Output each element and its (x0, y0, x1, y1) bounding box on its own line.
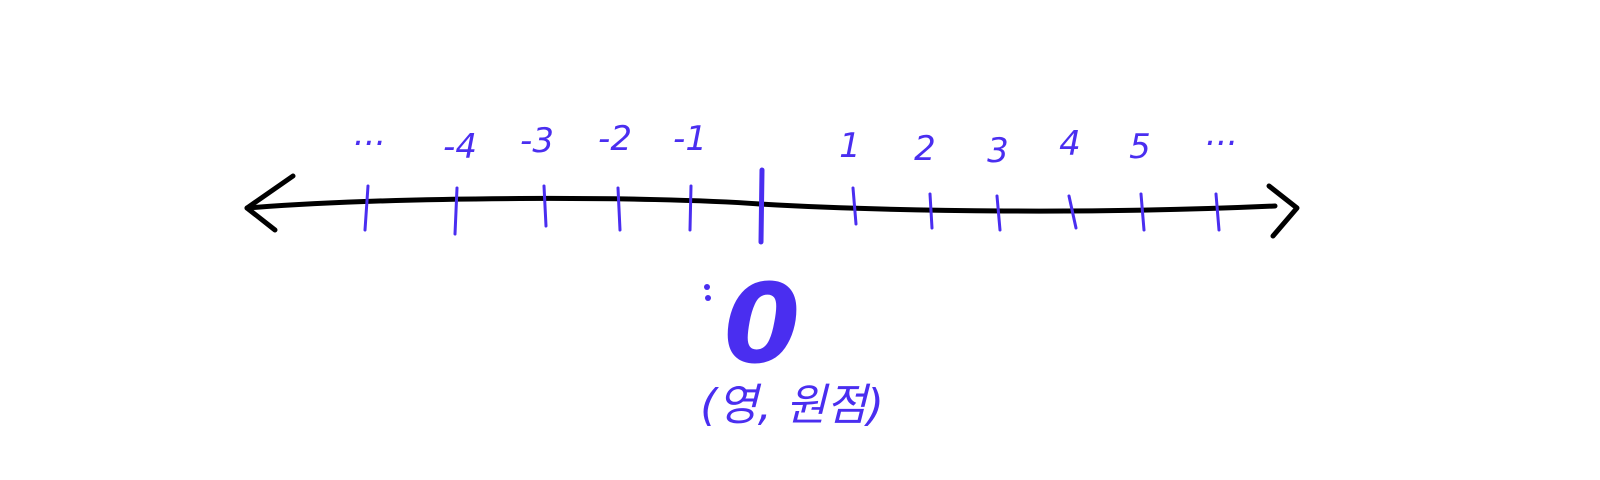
label-plus-1: 1 (839, 126, 861, 166)
origin-dots (704, 284, 711, 301)
label-plus-5: 5 (1129, 127, 1151, 167)
tick-minus-3 (542, 184, 548, 228)
tick-minus-2 (616, 186, 622, 232)
tick-plus-3 (995, 194, 1002, 232)
tick-minus-1 (688, 184, 693, 232)
label-minus-4: -4 (443, 127, 477, 167)
tick-right-ellipsis (1214, 192, 1221, 232)
tick-plus-2 (928, 192, 934, 230)
label-minus-3: -3 (520, 121, 554, 161)
origin-note: (영, 원점) (700, 380, 884, 431)
label-minus-1: -1 (673, 119, 707, 159)
label-plus-3: 3 (987, 131, 1009, 171)
label-left-ellipsis: ... (354, 114, 386, 154)
tick-plus-4 (1067, 194, 1078, 230)
tick-labels: ... -4 -3 -2 -1 1 2 3 4 5 ... (354, 114, 1238, 171)
left-arrow-icon (244, 173, 296, 233)
label-minus-2: -2 (598, 119, 632, 159)
label-plus-4: 4 (1059, 124, 1081, 164)
label-right-ellipsis: ... (1206, 114, 1238, 154)
tick-left-ellipsis (363, 184, 370, 232)
tick-origin (758, 167, 765, 245)
tick-minus-4 (453, 186, 459, 236)
ticks-negative (363, 184, 693, 236)
tick-plus-5 (1139, 192, 1146, 232)
right-arrow-icon (1266, 183, 1300, 239)
ticks-positive (851, 186, 1221, 232)
origin-label: 0 (724, 260, 801, 388)
tick-plus-1 (851, 186, 858, 226)
label-plus-2: 2 (914, 129, 936, 169)
